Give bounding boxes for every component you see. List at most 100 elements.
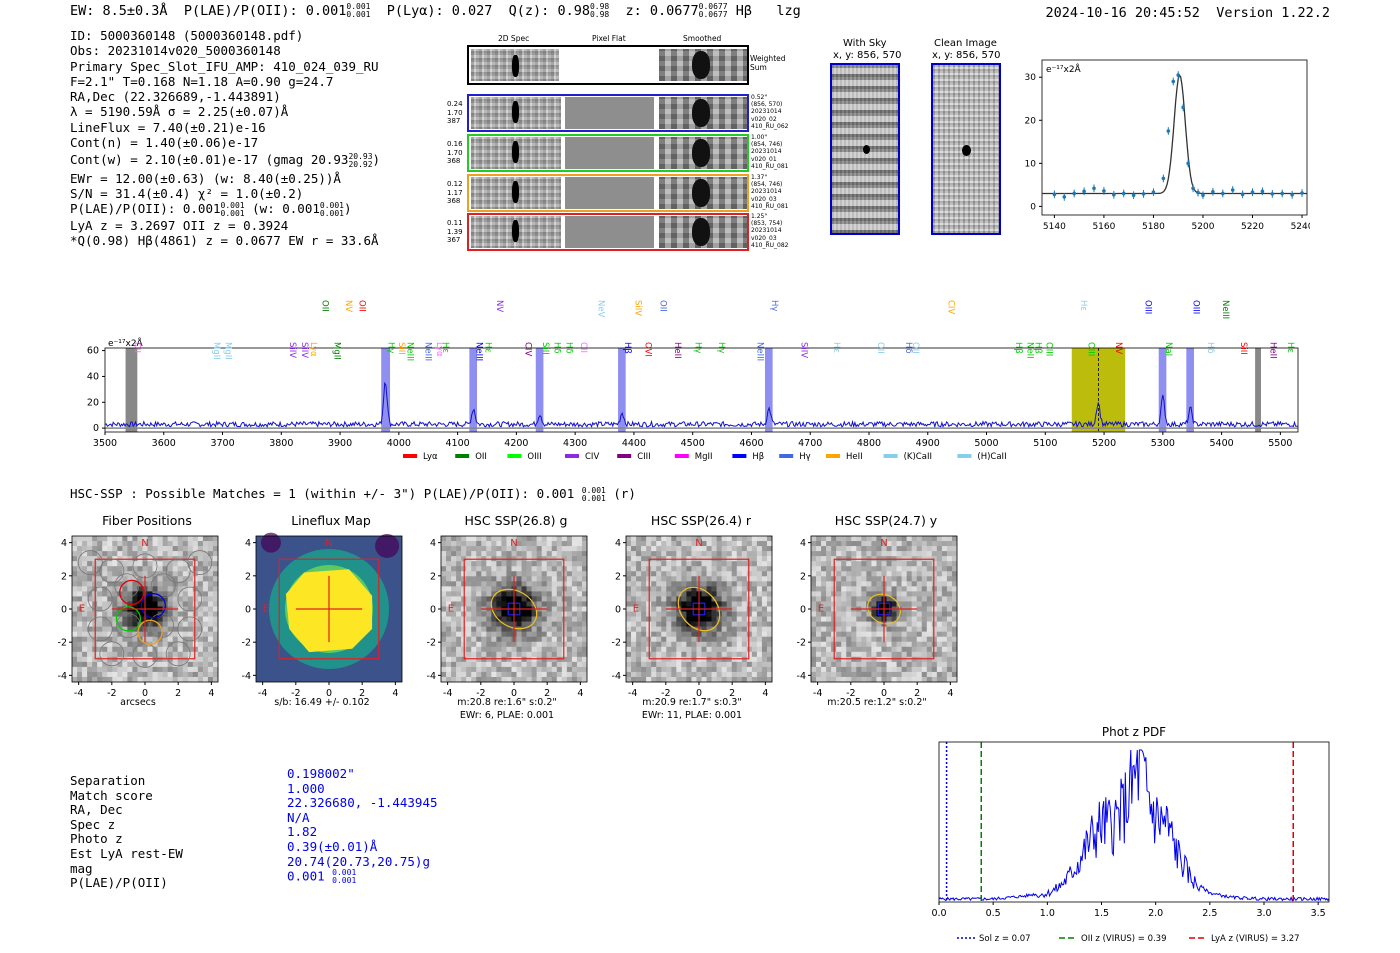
hsc-pixel — [951, 611, 958, 617]
hsc-pixel — [726, 546, 733, 552]
hsc-pixel — [911, 591, 918, 597]
hsc-pixel — [906, 676, 912, 683]
hsc-pixel — [686, 656, 692, 663]
hsc-pixel — [172, 551, 179, 557]
hsc-pixel — [172, 676, 179, 683]
hsc-pixel — [187, 611, 194, 617]
hsc-pixel — [501, 666, 507, 673]
hsc-pixel — [516, 596, 522, 602]
hsc-pixel — [941, 666, 948, 673]
hsc-pixel — [551, 671, 558, 678]
hsc-pixel — [566, 666, 573, 673]
hsc-panel-caption-2: EWr: 11, PLAE: 0.001 — [641, 710, 743, 721]
hsc-pixel — [671, 536, 677, 542]
hsc-pixel — [671, 611, 677, 617]
hsc-pixel — [631, 616, 637, 622]
hsc-pixel — [816, 561, 822, 567]
hsc-pixel — [561, 636, 568, 643]
info-ewr: EWr = 12.00(±0.63) (w: 8.40(±0.25))Å — [70, 170, 341, 186]
hsc-ytick-label: 4 — [430, 538, 436, 549]
spectrum-line-label: Hβ — [622, 342, 632, 354]
hsc-pixel — [551, 561, 558, 567]
spectrum-xtick-label: 4100 — [446, 438, 470, 449]
spectrum-line-label: MgII — [211, 342, 221, 360]
zoom-xtick-label: 5160 — [1092, 222, 1115, 232]
hsc-pixel — [916, 671, 923, 678]
hsc-pixel — [192, 621, 199, 627]
hsc-pixel — [162, 661, 168, 668]
match-label-plae: P(LAE)/P(OII) — [70, 875, 168, 891]
hsc-pixel — [671, 661, 677, 668]
zoom-ytick-label: 0 — [1030, 202, 1036, 212]
hsc-pixel — [102, 571, 108, 577]
hsc-pixel — [721, 611, 727, 617]
hsc-pixel — [132, 646, 138, 653]
hsc-pixel — [501, 651, 507, 658]
hsc-pixel — [122, 641, 128, 648]
hsc-pixel — [551, 546, 558, 552]
hsc-pixel — [212, 601, 219, 607]
hsc-pixel — [926, 601, 933, 607]
hsc-pixel — [212, 571, 219, 577]
hsc-pixel — [87, 546, 93, 552]
hsc-pixel — [746, 591, 753, 597]
hsc-pixel — [561, 556, 568, 562]
hsc-pixel — [856, 581, 862, 587]
hsc-pixel — [946, 556, 953, 562]
hsc-pixel — [741, 571, 748, 577]
hsc-pixel — [581, 631, 588, 637]
hsc-pixel — [856, 571, 862, 577]
hsc-pixel — [671, 591, 677, 597]
hsc-pixel — [706, 611, 712, 617]
hsc-pixel — [441, 661, 447, 668]
hsc-pixel — [851, 646, 857, 653]
hsc-pixel — [536, 626, 542, 632]
hsc-pixel — [571, 551, 578, 557]
hsc-pixel — [521, 666, 527, 673]
hsc-pixel — [102, 541, 108, 547]
hsc-pixel — [102, 651, 108, 658]
hsc-pixel — [631, 541, 637, 547]
hsc-pixel — [212, 661, 219, 668]
hsc-pixel — [916, 631, 923, 637]
hsc-ytick-label: 4 — [800, 538, 806, 549]
hsc-pixel — [122, 541, 128, 547]
hsc-pixel — [172, 631, 179, 637]
hsc-pixel — [556, 616, 563, 622]
hsc-pixel — [72, 601, 78, 607]
hsc-pixel — [177, 646, 184, 653]
hsc-pixel — [581, 581, 588, 587]
hsc-pixel — [841, 551, 847, 557]
hsc-pixel — [741, 676, 748, 683]
hsc-pixel — [691, 631, 697, 637]
hsc-pixel — [851, 661, 857, 668]
hsc-pixel — [456, 626, 462, 632]
hsc-pixel — [726, 661, 733, 668]
hsc-pixel — [541, 541, 548, 547]
spectrum-line-label: NeIII — [422, 342, 432, 361]
hsc-pixel — [581, 671, 588, 678]
hsc-pixel — [691, 616, 697, 622]
spec2d-row-stats: 0.12 1.17 368 — [447, 180, 463, 206]
hsc-pixel — [826, 601, 832, 607]
hsc-pixel — [861, 631, 867, 637]
match-label-specz: Spec z — [70, 816, 116, 832]
hsc-pixel — [526, 586, 532, 592]
hsc-pixel — [102, 676, 108, 683]
hsc-pixel — [896, 566, 902, 572]
hsc-pixel — [172, 651, 179, 658]
hsc-pixel — [716, 571, 722, 577]
hsc-pixel — [451, 561, 457, 567]
hsc-pixel — [871, 671, 877, 678]
hsc-pixel — [212, 606, 219, 612]
hsc-pixel — [846, 631, 852, 637]
hsc-pixel — [486, 641, 492, 648]
hsc-pixel — [736, 651, 743, 658]
hsc-pixel — [541, 601, 548, 607]
hsc-pixel — [866, 596, 872, 602]
hsc-pixel — [82, 611, 88, 617]
hsc-pixel — [706, 651, 712, 658]
hsc-pixel — [691, 551, 697, 557]
hsc-pixel — [951, 586, 958, 592]
hsc-pixel — [87, 601, 93, 607]
